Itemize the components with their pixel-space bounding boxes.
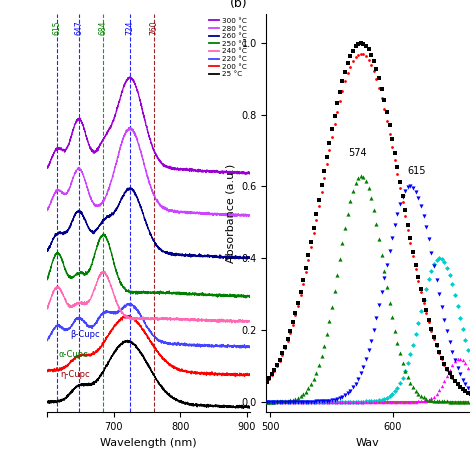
Text: 724: 724 [125,20,134,35]
Text: α-Cupc: α-Cupc [58,350,88,359]
Y-axis label: Absorbance (a.u.): Absorbance (a.u.) [226,164,236,263]
Text: η-Cupc: η-Cupc [61,370,91,379]
Legend: 300 °C, 280 °C, 260 °C, 250 °C, 240 °C, 220 °C, 200 °C, 25 °C: 300 °C, 280 °C, 260 °C, 250 °C, 240 °C, … [209,18,246,77]
Text: 615: 615 [53,20,62,35]
Text: 684: 684 [99,20,108,35]
X-axis label: Wav: Wav [356,438,380,447]
Text: (b): (b) [230,0,247,10]
X-axis label: Wavelength (nm): Wavelength (nm) [100,438,197,447]
Text: 574: 574 [348,148,367,158]
Text: 647: 647 [74,20,83,35]
Text: 615: 615 [407,165,426,176]
Text: β-Cupc: β-Cupc [70,330,100,339]
Text: 760: 760 [149,20,158,35]
